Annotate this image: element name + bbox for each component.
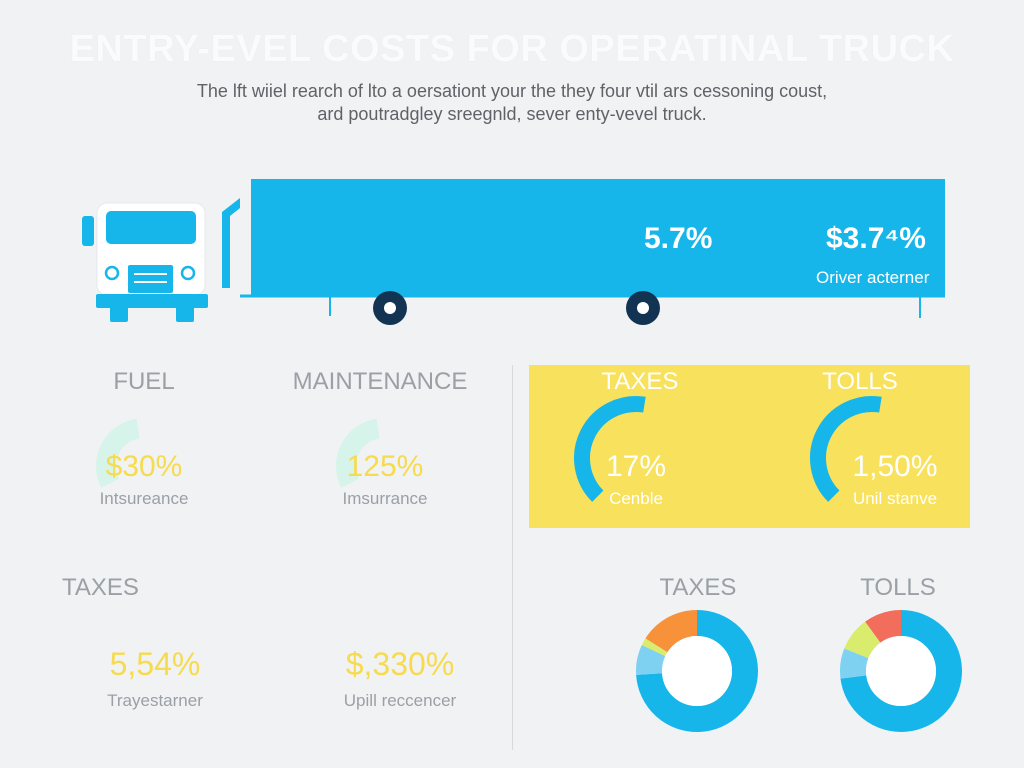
taxes-donut-title: TAXES [659, 574, 737, 601]
highlight-panel [529, 365, 970, 528]
taxes-donut-slice-blue [636, 610, 758, 732]
subtitle-line-1: The lft wiiel rearch of lto a oersationt… [196, 81, 828, 101]
front-wheel-right [176, 306, 194, 322]
taxes-donut-slice-orange [645, 610, 698, 653]
trailer-stat-1: 5.7% [644, 222, 713, 255]
tolls-donut-hole [866, 636, 936, 706]
truck-cab [82, 198, 240, 322]
fuel-caption: Intsureance [99, 489, 189, 508]
taxes-donut-slice-light-blue [636, 645, 666, 675]
subtitle-line-2: ard poutradgley sreegnld, sever enty-vev… [317, 104, 707, 124]
tolls-gauge-title: TOLLS [822, 368, 898, 395]
headlight-left [104, 265, 120, 281]
taxes-gauge-caption: Cenble [609, 489, 663, 508]
trailer-stat-2-caption: Oriver acterner [816, 268, 930, 287]
page-title: ENTRY-EVEL COSTS FOR OPERATINAL TRUCK [69, 28, 955, 70]
taxes-stat-caption-2: Upill reccencer [343, 691, 457, 710]
windshield [106, 211, 196, 244]
page-subtitle: The lft wiiel rearch of lto a oersationt… [130, 80, 894, 126]
gauge-arc-tolls [810, 396, 882, 502]
truck-trailer [240, 179, 945, 325]
front-bumper [96, 294, 208, 308]
headlight-right [180, 265, 196, 281]
maintenance-title: MAINTENANCE [292, 368, 468, 395]
tolls-gauge-caption: Unil stanve [852, 489, 938, 508]
hubcap [637, 302, 649, 314]
taxes-donut-slice-lime [641, 638, 668, 657]
tolls-donut-slice-light-blue [840, 648, 869, 679]
taxes-stat-caption-1: Trayestarner [107, 691, 203, 710]
tolls-donut-title: TOLLS [860, 574, 936, 601]
truck-illustration [82, 179, 945, 325]
gauge-arc-maintenance [336, 418, 381, 488]
taxes-stat-value-1: 5,54% [109, 646, 201, 682]
maintenance-caption: Imsurrance [342, 489, 428, 508]
taxes-stat-title: TAXES [62, 574, 139, 601]
fuel-value: $30% [105, 450, 183, 483]
grille [128, 265, 173, 293]
maintenance-value: 125% [346, 450, 424, 483]
trailer-stat-2: $3.7⁴% [826, 222, 926, 255]
exhaust-stack [222, 198, 240, 288]
tolls-donut-slice-lime [844, 621, 881, 659]
taxes-stat-value-2: $,330% [345, 646, 455, 682]
taxes-gauge-title: TAXES [601, 368, 679, 395]
fuel-title: FUEL [113, 368, 175, 395]
taxes-gauge-value: 17% [605, 450, 667, 483]
gauge-arc-fuel [96, 418, 141, 488]
tolls-gauge-value: 1,50% [852, 450, 938, 483]
front-wheel-left [110, 306, 128, 322]
tolls-donut-slice-blue [840, 610, 962, 732]
side-mirror [82, 216, 94, 246]
section-divider [512, 365, 513, 750]
gauge-arc-taxes [574, 396, 646, 502]
taxes-donut-hole [662, 636, 732, 706]
hubcap [384, 302, 396, 314]
trailer-body [251, 179, 945, 297]
tolls-donut-slice-red [865, 610, 902, 644]
